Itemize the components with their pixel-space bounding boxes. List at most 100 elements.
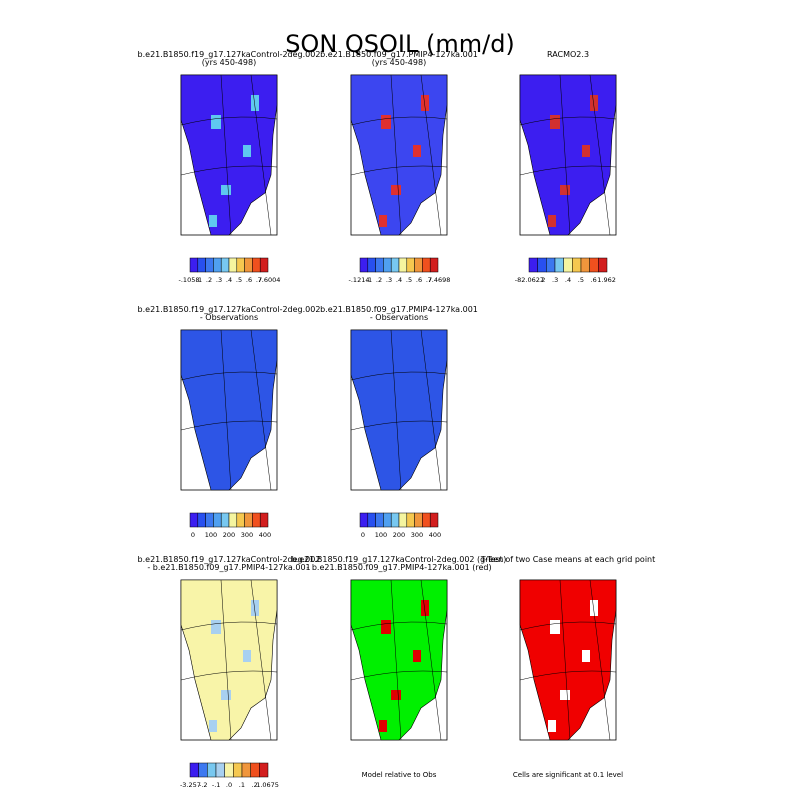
land-field (350, 579, 448, 741)
parallel (519, 165, 617, 176)
colorbar-box (220, 257, 230, 273)
meridian (250, 74, 272, 236)
colorbar-box (528, 257, 538, 273)
colorbar-box (383, 512, 392, 528)
colorbar-box (359, 512, 369, 528)
panel-title: (yrs 450-498) (202, 58, 256, 67)
colorbar-box (241, 762, 251, 778)
colorbar-box (414, 512, 423, 528)
panel-title: - Observations (200, 313, 258, 322)
parallel (180, 670, 278, 681)
cell-patch (413, 145, 421, 157)
parallel (180, 116, 278, 126)
colorbar-label: 400 (429, 531, 441, 539)
land-field (180, 329, 278, 491)
map (350, 74, 448, 236)
colorbar-label: .2 (206, 276, 212, 284)
colorbar-label: .4 (226, 276, 232, 284)
parallel (350, 420, 448, 431)
colorbar-label: .6 (246, 276, 252, 284)
colorbar-label: -.1 (212, 781, 221, 789)
land-field (180, 579, 278, 741)
cell-patch (590, 600, 598, 616)
cell-patch (251, 600, 259, 616)
colorbar-box (250, 762, 260, 778)
colorbar-box (244, 257, 253, 273)
colorbar-label: .1 (239, 781, 245, 789)
meridian (589, 74, 611, 236)
colorbar-label: 400 (259, 531, 271, 539)
figure-title: SON QSOIL (mm/d) (285, 30, 515, 58)
colorbar-label: .3 (552, 276, 558, 284)
colorbar-box (422, 257, 431, 273)
colorbar-label: .4 (565, 276, 571, 284)
cell-patch (379, 470, 387, 482)
colorbar-box (259, 762, 269, 778)
panel-title: (yrs 450-498) (372, 58, 426, 67)
colorbar-box (236, 512, 245, 528)
cell-patch (421, 600, 429, 616)
parallel (350, 371, 448, 381)
colorbar-label: 0 (361, 531, 365, 539)
cell-patch (243, 650, 251, 662)
colorbar-box (546, 257, 556, 273)
map (519, 74, 617, 236)
colorbar-box (572, 257, 582, 273)
parallel (180, 165, 278, 176)
cell-patch (211, 620, 221, 634)
colorbar-label: 1.0675 (256, 781, 279, 789)
colorbar-label: .1 (196, 276, 202, 284)
colorbar-label: -82.0627 (515, 276, 544, 284)
colorbar-label: 7.6004 (258, 276, 281, 284)
meridian (559, 74, 571, 236)
colorbar-box (259, 512, 269, 528)
colorbar-label: -.2 (199, 781, 208, 789)
colorbar-label: .6 (591, 276, 597, 284)
panel-title: - b.e21.B1850.f09_g17.PMIP4-127ka.001 (r… (306, 563, 491, 572)
colorbar-label: 300 (241, 531, 253, 539)
meridian (250, 329, 272, 491)
colorbar-box (563, 257, 573, 273)
cell-patch (251, 350, 259, 366)
colorbar-box (367, 512, 376, 528)
panel-title: RACMO2.3 (547, 50, 589, 59)
cell-patch (243, 145, 251, 157)
cell-patch (421, 95, 429, 111)
colorbar-box (375, 257, 384, 273)
colorbar-box (189, 257, 199, 273)
cell-patch (391, 185, 401, 195)
land-field (519, 579, 617, 741)
colorbar-box (422, 512, 431, 528)
colorbar-box (383, 257, 392, 273)
parallel (519, 670, 617, 681)
cell-patch (582, 145, 590, 157)
colorbar-box (598, 257, 608, 273)
parallel (350, 165, 448, 176)
panel-footer: Model relative to Obs (362, 771, 437, 779)
colorbar-box (580, 257, 590, 273)
colorbar-label: 300 (411, 531, 423, 539)
colorbar-box (244, 512, 253, 528)
colorbar-label: .4 (396, 276, 402, 284)
cell-patch (379, 215, 387, 227)
cell-patch (391, 690, 401, 700)
colorbar-box (205, 257, 214, 273)
colorbar-label: .2 (539, 276, 545, 284)
colorbar-box (228, 257, 238, 273)
panel-title: b.e21.B1850.f19_g17.127kaControl-2deg.00… (292, 555, 507, 564)
parallel (180, 371, 278, 381)
cell-patch (381, 620, 391, 634)
colorbar-label: 100 (375, 531, 387, 539)
colorbar-label: 1.962 (597, 276, 616, 284)
colorbar-label: .2 (376, 276, 382, 284)
parallel (519, 621, 617, 631)
colorbar-box (233, 762, 243, 778)
colorbar-box (197, 512, 206, 528)
colorbar-label: -.1058 (179, 276, 200, 284)
panel-title: b.e21.B1850.f09_g17.PMIP4-127ka.001 (320, 305, 478, 314)
colorbar-box (390, 512, 400, 528)
colorbar-label: .0 (226, 781, 232, 789)
colorbar-label: .7 (426, 276, 432, 284)
colorbar-box (429, 257, 439, 273)
panel-title: - b.e21.B1850.f09_g17.PMIP4-127ka.001 (147, 563, 310, 572)
